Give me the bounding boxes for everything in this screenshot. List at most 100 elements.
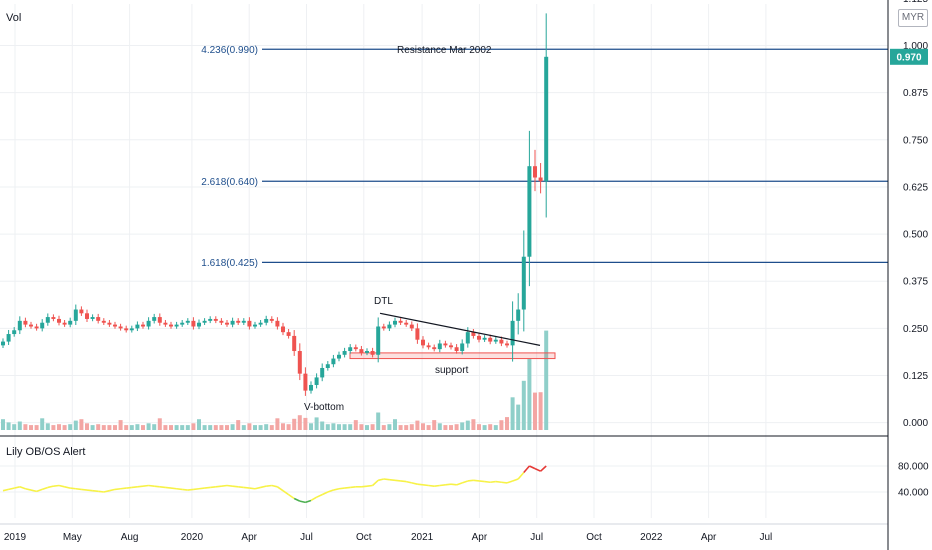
volume-bar: [493, 425, 498, 430]
volume-bar: [449, 425, 453, 430]
candle-body: [197, 322, 201, 327]
volume-bar: [393, 419, 397, 430]
volume-bar: [107, 425, 112, 430]
volume-label: Vol: [6, 12, 22, 24]
volume-bar: [348, 424, 353, 430]
volume-bar: [404, 425, 409, 430]
candle-body: [409, 324, 414, 329]
candle-body: [488, 337, 493, 342]
volume-bar: [17, 421, 22, 430]
volume-bar: [62, 425, 67, 430]
volume-bar: [124, 425, 129, 430]
volume-bar: [258, 425, 263, 430]
oscillator-segment: [372, 479, 379, 487]
oscillator-segment: [540, 465, 547, 472]
volume-bar: [533, 392, 537, 430]
candle-body: [152, 317, 157, 321]
candle-body: [85, 313, 89, 319]
oscillator-segment: [154, 485, 160, 488]
candle-body: [471, 332, 476, 336]
oscillator-segment: [333, 487, 340, 491]
volume-bar: [432, 420, 437, 430]
oscillator-segment: [36, 488, 43, 493]
volume-bar: [342, 424, 347, 430]
oscillator-segment: [361, 485, 368, 488]
y-tick-label: 80.000: [898, 462, 929, 473]
oscillator-series: [2, 465, 547, 504]
oscillator-segment: [378, 478, 384, 482]
indicator-label[interactable]: Lily OB/OS Alert: [6, 446, 86, 458]
candle-body: [90, 317, 95, 319]
volume-bar: [303, 417, 308, 430]
trend-line-dtl: [379, 312, 541, 346]
oscillator-segment: [299, 500, 306, 504]
candle-body: [208, 318, 213, 321]
candle-body: [1, 341, 5, 346]
candle-body: [415, 328, 420, 340]
volume-bar: [180, 425, 185, 430]
volume-bar: [365, 425, 369, 430]
support-zone-rect: [349, 352, 556, 360]
candle-body: [129, 328, 134, 331]
oscillator-segment: [445, 483, 452, 486]
volume-bar: [169, 425, 173, 430]
candle-body: [381, 326, 386, 329]
volume-bar: [90, 425, 95, 430]
volume-bar: [73, 420, 78, 430]
candle-body: [79, 309, 84, 314]
volume-bars: [1, 330, 549, 430]
volume-bar: [12, 424, 17, 430]
candle-body: [370, 351, 375, 355]
candle-body: [437, 343, 442, 350]
volume-bar: [29, 425, 33, 430]
volume-bar: [213, 425, 218, 430]
candle-body: [449, 345, 453, 348]
candle-body: [169, 324, 173, 327]
y-tick-label: 1.000: [903, 41, 928, 52]
volume-bar: [85, 423, 89, 430]
volume-bar: [454, 424, 459, 430]
oscillator-segment: [8, 487, 15, 491]
oscillator-segment: [114, 487, 121, 491]
volume-bar: [219, 425, 224, 430]
oscillator-segment: [249, 487, 256, 490]
oscillator-segment: [288, 493, 295, 500]
level-label: 4.236(0.990): [201, 45, 258, 56]
candle-body: [331, 358, 336, 365]
candle-body: [213, 318, 218, 321]
support-label: support: [435, 365, 469, 376]
candle-body: [185, 320, 190, 323]
oscillator-segment: [198, 487, 205, 490]
volume-bar: [471, 419, 476, 430]
volume-bar: [191, 423, 196, 430]
v-bottom-label: V-bottom: [304, 402, 344, 413]
volume-bar: [45, 423, 50, 430]
oscillator-segment: [254, 486, 261, 490]
oscillator-segment: [226, 484, 233, 487]
volume-bar: [185, 425, 190, 430]
y-tick-label: 0.250: [903, 324, 928, 335]
oscillator-segment: [238, 486, 244, 489]
volume-bar: [426, 425, 431, 430]
candle-body: [432, 347, 437, 350]
candle-body: [281, 326, 285, 333]
candle-body: [219, 320, 224, 323]
candle-body: [320, 367, 325, 378]
oscillator-segment: [293, 497, 301, 502]
volume-bar: [387, 424, 392, 430]
trend-line: [379, 312, 541, 346]
candle-body: [499, 339, 504, 344]
oscillator-segment: [165, 486, 172, 489]
candle-body: [174, 324, 179, 327]
currency-badge[interactable]: MYR: [898, 9, 928, 27]
candle-body: [538, 177, 543, 182]
oscillator-segment: [131, 486, 138, 489]
oscillator-segment: [305, 499, 312, 504]
volume-bar: [337, 424, 341, 430]
volume-bar: [281, 423, 285, 430]
volume-bar: [34, 425, 39, 430]
candle-body: [12, 330, 17, 335]
volume-bar: [275, 418, 280, 430]
oscillator-segment: [98, 490, 104, 493]
oscillator-segment: [467, 479, 474, 482]
